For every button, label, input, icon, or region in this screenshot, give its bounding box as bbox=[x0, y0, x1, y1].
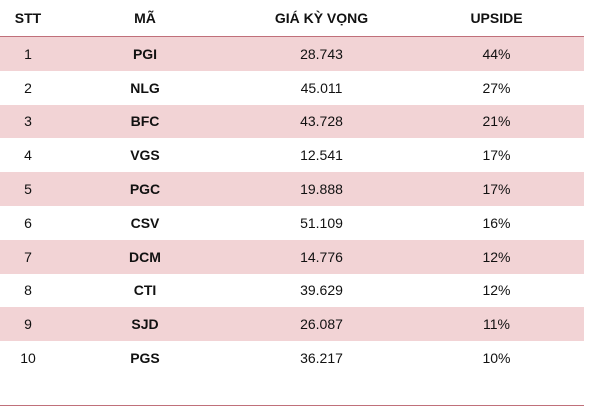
stock-code: PGC bbox=[56, 172, 234, 206]
table-row: 9 SJD 26.087 11% bbox=[0, 307, 584, 342]
stock-code: NLG bbox=[130, 79, 160, 96]
target-price: 36.217 bbox=[300, 350, 343, 367]
table-row: 7 DCM 14.776 12% bbox=[0, 239, 584, 274]
row-number: 2 bbox=[24, 79, 32, 96]
target-price: 12.541 bbox=[300, 147, 343, 164]
row-number: 3 bbox=[0, 104, 56, 139]
column-header: MÃ bbox=[56, 0, 234, 37]
table-row: 6 CSV 51.109 16% bbox=[0, 206, 584, 240]
upside: 11% bbox=[409, 307, 584, 342]
table-row: 2 NLG 45.011 27% bbox=[0, 71, 584, 105]
bottom-rule bbox=[0, 405, 584, 406]
stock-code: CTI bbox=[133, 282, 157, 299]
target-price: 19.888 bbox=[234, 172, 409, 206]
header-row: STT MÃ GIÁ KỲ VỌNG UPSIDE bbox=[0, 0, 584, 37]
column-header: GIÁ KỲ VỌNG bbox=[234, 0, 409, 37]
row-number: 5 bbox=[0, 172, 56, 206]
upside: 12% bbox=[409, 239, 584, 274]
target-price: 45.011 bbox=[300, 79, 343, 96]
stock-code: PGI bbox=[56, 36, 234, 71]
row-number: 10 bbox=[20, 350, 36, 367]
stock-code: DCM bbox=[56, 239, 234, 274]
table-row: 1 PGI 28.743 44% bbox=[0, 36, 584, 71]
stock-code: CSV bbox=[130, 214, 160, 231]
stock-code: PGS bbox=[130, 350, 160, 367]
upside: 16% bbox=[482, 214, 511, 231]
target-price: 14.776 bbox=[234, 239, 409, 274]
column-header: STT bbox=[0, 0, 56, 37]
target-price: 26.087 bbox=[234, 307, 409, 342]
row-number: 4 bbox=[24, 147, 32, 164]
column-header: UPSIDE bbox=[409, 0, 584, 37]
upside: 21% bbox=[409, 104, 584, 139]
upside: 27% bbox=[482, 79, 511, 96]
table-row: 5 PGC 19.888 17% bbox=[0, 172, 584, 206]
data-table: STT MÃ GIÁ KỲ VỌNG UPSIDE 1 PGI 28.743 44% 2 NLG… bbox=[0, 0, 584, 375]
stock-code: VGS bbox=[130, 147, 160, 164]
row-number: 1 bbox=[0, 36, 56, 71]
table-row: 4 VGS 12.541 17% bbox=[0, 138, 584, 172]
target-price: 39.629 bbox=[300, 282, 343, 299]
target-price: 51.109 bbox=[300, 214, 343, 231]
upside: 44% bbox=[409, 36, 584, 71]
row-number: 6 bbox=[24, 214, 32, 231]
upside: 10% bbox=[482, 350, 511, 367]
table-row: 10 PGS 36.217 10% bbox=[0, 341, 584, 375]
row-number: 7 bbox=[0, 239, 56, 274]
upside: 17% bbox=[482, 147, 511, 164]
upside: 12% bbox=[482, 282, 511, 299]
table-row: 3 BFC 43.728 21% bbox=[0, 104, 584, 139]
target-price: 43.728 bbox=[234, 104, 409, 139]
stock-code: SJD bbox=[56, 307, 234, 342]
row-number: 9 bbox=[0, 307, 56, 342]
stock-code: BFC bbox=[56, 104, 234, 139]
row-number: 8 bbox=[24, 282, 32, 299]
upside: 17% bbox=[409, 172, 584, 206]
target-price: 28.743 bbox=[234, 36, 409, 71]
table-row: 8 CTI 39.629 12% bbox=[0, 274, 584, 308]
